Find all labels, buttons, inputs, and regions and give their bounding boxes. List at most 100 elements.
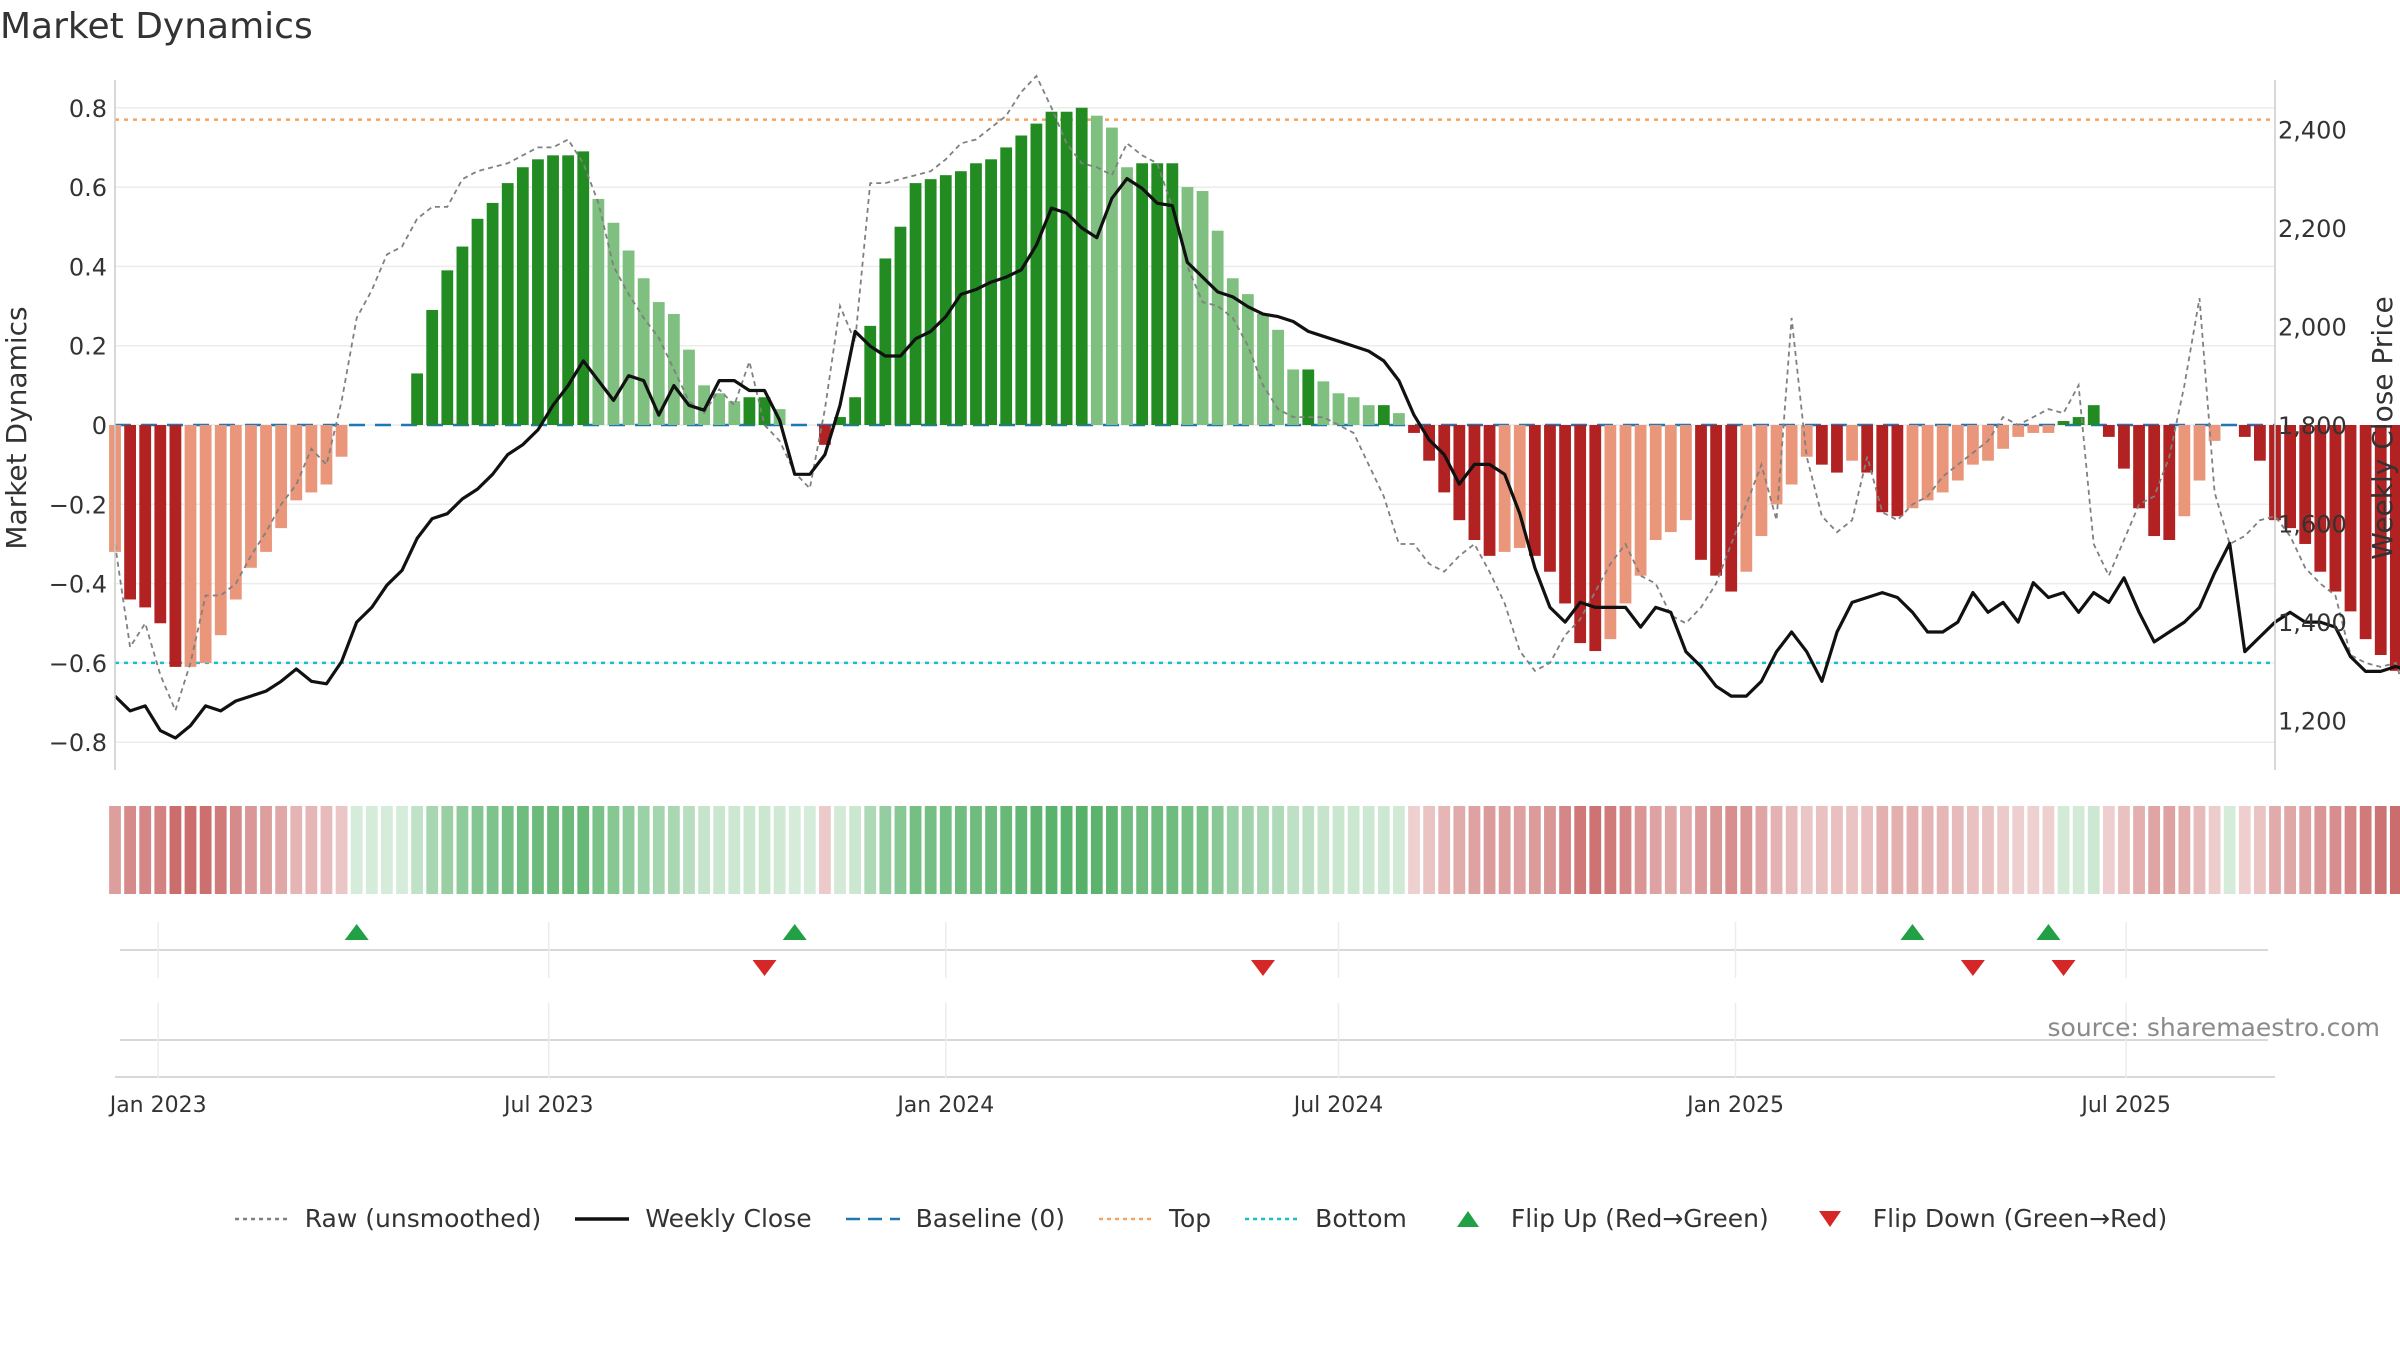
regime-strip-cell (1604, 806, 1617, 894)
y-tick-label: −0.2 (49, 491, 107, 519)
dynamics-bar (260, 425, 272, 552)
regime-strip-cell (577, 806, 590, 894)
dynamics-bar (894, 226, 907, 425)
dynamics-bar (1997, 425, 2010, 449)
legend: Raw (unsmoothed) Weekly Close Baseline (0)… (0, 1204, 2400, 1233)
regime-strip-cell (2087, 806, 2100, 894)
dynamics-bar (577, 151, 590, 425)
dynamics-bar (834, 417, 846, 425)
dynamics-bar (1468, 425, 1481, 540)
legend-label: Weekly Close (645, 1204, 812, 1233)
dynamics-bar (1846, 425, 1858, 461)
dynamics-bar (1800, 425, 1813, 457)
regime-strip-cell (1649, 806, 1662, 894)
dynamics-bar (1423, 425, 1436, 461)
dynamics-bar (758, 397, 771, 425)
dynamics-bar (864, 325, 877, 425)
legend-label: Bottom (1315, 1204, 1407, 1233)
legend-swatch (1245, 1217, 1300, 1220)
dynamics-bar (1226, 278, 1239, 425)
dynamics-bar (2012, 425, 2025, 437)
regime-strip (109, 806, 2400, 894)
chart-title: Market Dynamics (0, 6, 313, 47)
dynamics-bar (1544, 425, 1556, 572)
regime-strip-cell (864, 806, 877, 894)
dynamics-bar (924, 179, 937, 425)
y2-tick-label: 2,400 (2278, 116, 2347, 144)
regime-strip-cell (411, 806, 423, 894)
flip-down-marker (1960, 960, 1985, 976)
dynamics-bar (411, 373, 423, 425)
regime-strip-cell (486, 806, 499, 894)
regime-strip-cell (2223, 806, 2236, 894)
regime-strip-cell (970, 806, 982, 894)
dynamics-bar (1438, 425, 1451, 493)
regime-strip-cell (954, 806, 967, 894)
regime-strip-cell (260, 806, 272, 894)
y-tick-label: 0 (92, 412, 107, 440)
dynamics-bar (1680, 425, 1692, 521)
weekly-close-series (113, 177, 2400, 740)
regime-strip-cell (290, 806, 303, 894)
dynamics-bar (290, 425, 303, 501)
dynamics-bar (1710, 425, 1723, 576)
dynamics-bar (1559, 425, 1571, 604)
flip-down-marker (2051, 960, 2076, 976)
legend-label: Flip Up (Red→Green) (1510, 1204, 1769, 1233)
dynamics-bar (2389, 425, 2400, 671)
regime-strip-cell (1136, 806, 1149, 894)
regime-strip-cell (1287, 806, 1300, 894)
regime-strip-cell (2208, 806, 2221, 894)
regime-strip-cell (2389, 806, 2400, 894)
regime-strip-cell (1997, 806, 2010, 894)
regime-strip-cell (501, 806, 514, 894)
dynamics-bar (1090, 115, 1103, 426)
weekly-close-line (113, 177, 2400, 740)
regime-strip-cell (985, 806, 997, 894)
dynamics-bar (1815, 425, 1828, 465)
dynamics-bar (305, 425, 318, 493)
legend-label: Baseline (0) (915, 1204, 1065, 1233)
regime-strip-cell (1740, 806, 1753, 894)
regime-strip-cell (1755, 806, 1768, 894)
dynamics-bar (1106, 127, 1118, 425)
market-dynamics-chart: −0.8 −0.6 −0.4 −0.2 0 0.2 0.4 0.6 0.8 1,200 1,400 1… (0, 74, 2400, 1118)
regime-strip-cell (2299, 806, 2312, 894)
regime-strip-cell (109, 806, 121, 894)
regime-strip-cell (1846, 806, 1858, 894)
dynamics-bar (1619, 425, 1632, 604)
regime-strip-cell (1438, 806, 1451, 894)
y2-tick-label: 1,800 (2278, 412, 2347, 440)
raw-series (114, 74, 2400, 714)
regime-strip-cell (1589, 806, 1602, 894)
dynamics-bar (532, 159, 544, 425)
regime-strip-cell (441, 806, 454, 894)
flip-up-marker (2036, 924, 2061, 940)
dynamics-bar (1060, 111, 1073, 426)
regime-strip-cell (1302, 806, 1315, 894)
flip-markers-panel (120, 922, 2268, 978)
dynamics-bar (139, 425, 152, 608)
legend-swatch (234, 1217, 289, 1220)
dynamics-bar (2133, 425, 2145, 509)
dynamics-bar (819, 425, 831, 445)
regime-strip-cell (1559, 806, 1571, 894)
regime-strip-cell (2344, 806, 2357, 894)
regime-strip-cell (1423, 806, 1436, 894)
regime-strip-cell (1317, 806, 1330, 894)
regime-strip-cell (1891, 806, 1904, 894)
regime-strip-cell (743, 806, 756, 894)
raw-unsmoothed-line (114, 74, 2400, 714)
dynamics-bar (879, 258, 892, 425)
regime-strip-cell (2314, 806, 2327, 894)
y-tick-label: −0.6 (49, 650, 107, 678)
dynamics-bar (1649, 425, 1662, 540)
dynamics-bar (1257, 313, 1269, 425)
dynamics-bar (1362, 405, 1375, 425)
regime-strip-cell (2284, 806, 2296, 894)
regime-strip-cell (607, 806, 620, 894)
regime-strip-cell (773, 806, 786, 894)
regime-strip-cell (1151, 806, 1164, 894)
regime-strip-cell (1060, 806, 1073, 894)
dynamics-bar (2163, 425, 2176, 540)
